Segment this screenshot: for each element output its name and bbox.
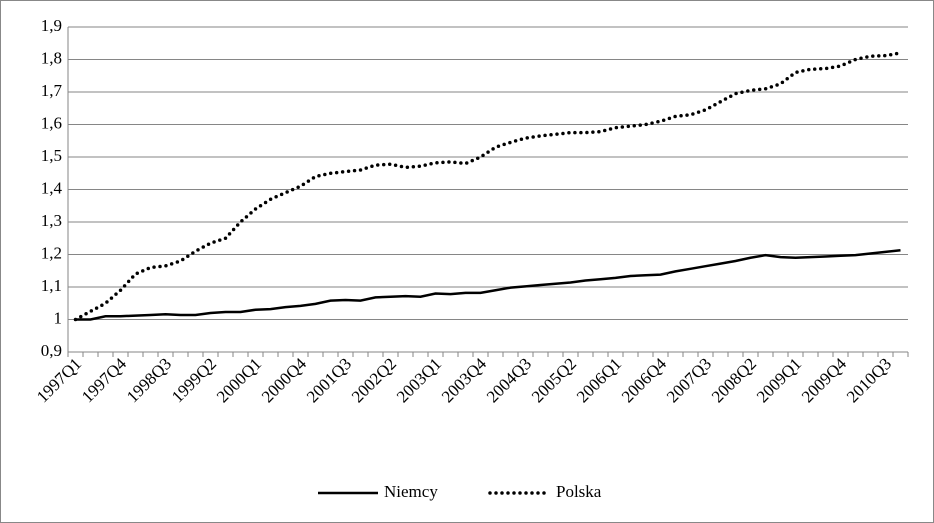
y-tick-label: 1,3 bbox=[41, 211, 62, 230]
y-tick-label: 1,6 bbox=[41, 113, 62, 132]
series-line bbox=[73, 51, 903, 322]
y-tick-label: 1 bbox=[54, 308, 63, 327]
y-tick-label: 1,9 bbox=[41, 16, 62, 35]
y-tick-label: 1,8 bbox=[41, 48, 62, 67]
y-tick-label: 0,9 bbox=[41, 341, 62, 360]
y-tick-label: 1,1 bbox=[41, 276, 62, 295]
y-tick-label: 1,5 bbox=[41, 146, 62, 165]
y-tick-label: 1,4 bbox=[41, 178, 63, 197]
y-tick-label: 1,7 bbox=[41, 81, 63, 100]
legend-label: Polska bbox=[556, 482, 602, 501]
y-tick-label: 1,2 bbox=[41, 243, 62, 262]
series-line bbox=[75, 249, 901, 321]
legend-label: Niemcy bbox=[384, 482, 438, 501]
